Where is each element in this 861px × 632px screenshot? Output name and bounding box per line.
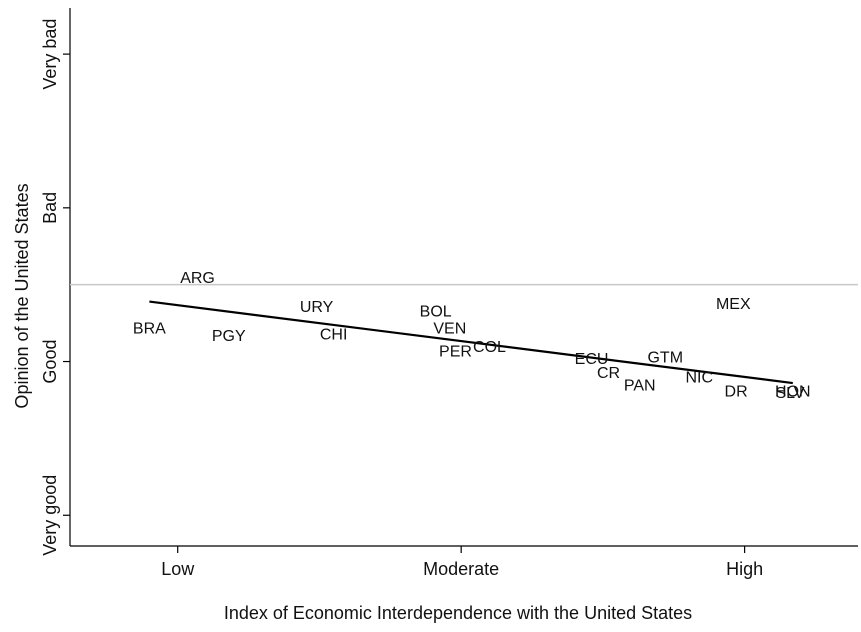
point-label-chi: CHI xyxy=(320,327,348,344)
x-tick-label-moderate: Moderate xyxy=(423,559,499,579)
x-tick-label-low: Low xyxy=(161,559,195,579)
y-tick-label-bad: Bad xyxy=(40,192,60,224)
point-label-pgy: PGY xyxy=(212,328,246,345)
y-tick-label-very-good: Very good xyxy=(40,475,60,556)
point-label-slv: SLV xyxy=(775,385,804,402)
y-axis-title: Opinion of the United States xyxy=(12,183,32,408)
y-tick-label-very-bad: Very bad xyxy=(40,19,60,90)
point-label-gtm: GTM xyxy=(647,350,683,367)
point-label-nic: NIC xyxy=(685,370,713,387)
point-label-pan: PAN xyxy=(624,377,656,394)
fit-line xyxy=(149,300,793,385)
point-label-col: COL xyxy=(473,339,506,356)
x-axis-title: Index of Economic Interdependence with t… xyxy=(224,603,692,623)
x-tick-label-high: High xyxy=(726,559,763,579)
point-label-ecu: ECU xyxy=(575,351,609,368)
point-label-dr: DR xyxy=(725,384,748,401)
point-label-cr: CR xyxy=(597,365,620,382)
axes: Low Moderate High Very good Good Bad Very bad xyxy=(40,8,858,579)
point-label-ury: URY xyxy=(300,299,334,316)
point-label-per: PER xyxy=(439,344,472,361)
point-label-hon: HON xyxy=(775,384,811,401)
point-label-bol: BOL xyxy=(420,304,452,321)
point-label-mex: MEX xyxy=(716,296,751,313)
y-tick-label-good: Good xyxy=(40,340,60,384)
point-label-bra: BRA xyxy=(133,320,166,337)
point-label-arg: ARG xyxy=(180,270,215,287)
point-label-ven: VEN xyxy=(433,320,466,337)
